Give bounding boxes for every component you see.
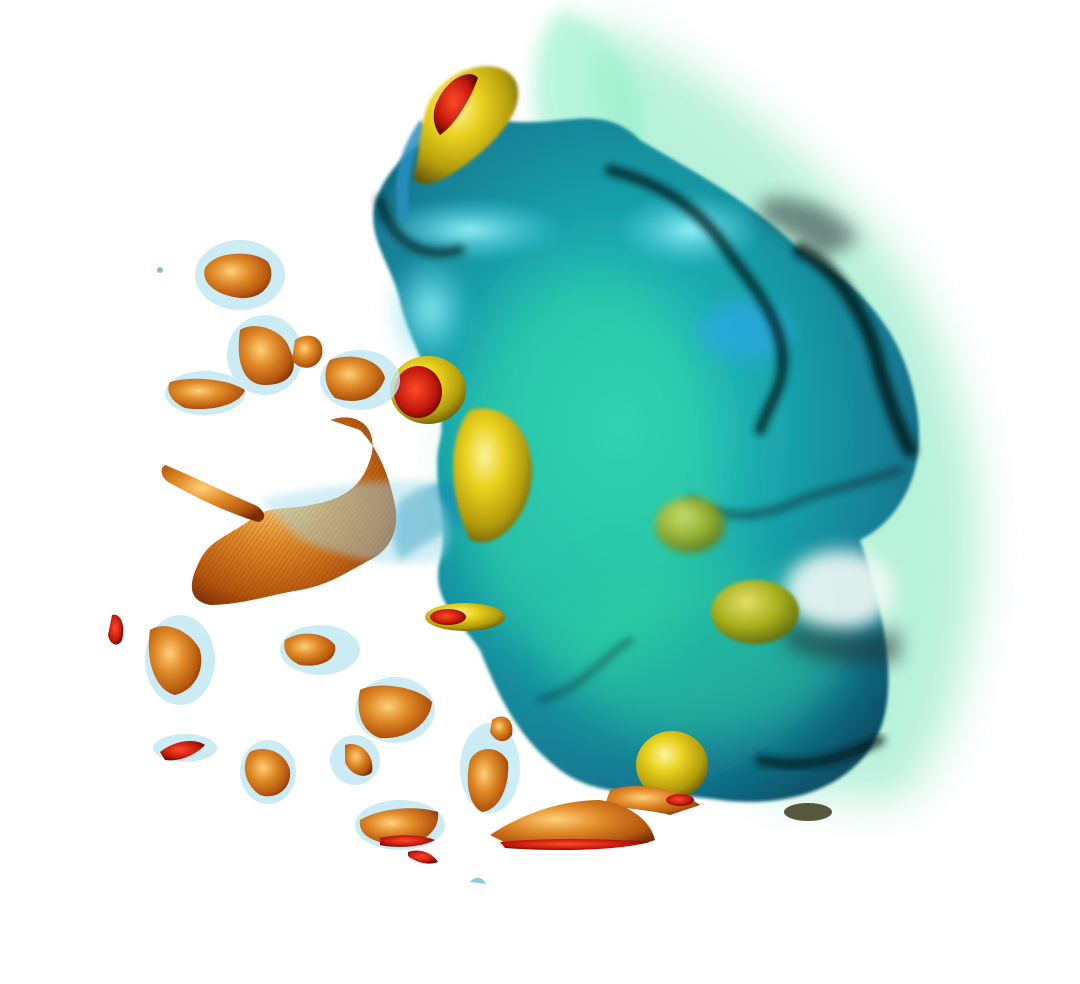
fragment-5 — [148, 626, 202, 695]
fragment-12b — [490, 716, 513, 742]
vortex-lens-red — [430, 609, 466, 625]
fragment-2b — [292, 335, 323, 368]
vortex-ball-bottom-tail — [605, 785, 700, 815]
olive-blob-1 — [655, 497, 725, 553]
fragment-14 — [490, 800, 655, 849]
fragment-10 — [160, 740, 205, 761]
vortex-ball-large — [453, 408, 532, 543]
fragment-12 — [467, 748, 509, 812]
vortex-ball-bottom-red — [666, 794, 694, 806]
vortex-ball-bottom — [636, 731, 708, 799]
fragment-spray-veil — [260, 480, 451, 564]
fragment-9 — [244, 749, 291, 797]
dark-ridge-3 — [375, 195, 465, 258]
dark-ridge-6 — [537, 637, 633, 703]
vortex-ball-mid-red — [394, 366, 442, 418]
vortex-cap-top — [414, 66, 519, 185]
vortex-caps — [390, 66, 832, 821]
fragment-dot — [157, 267, 163, 273]
vortex-cap-top-red — [433, 74, 478, 135]
blue-streak-left — [396, 120, 430, 220]
fragment-11 — [345, 744, 373, 776]
fragment-3 — [168, 378, 245, 410]
fragment-13 — [359, 808, 439, 845]
fragment-tiny-bottom — [470, 877, 486, 884]
fragment-4 — [325, 356, 385, 401]
dark-ridge-2 — [793, 243, 917, 457]
fragment-6 — [108, 614, 124, 645]
cyan-highlight-2 — [380, 200, 560, 260]
fragment-tentacle — [161, 465, 265, 522]
fragment-2 — [238, 326, 294, 385]
dark-band-right — [780, 620, 900, 665]
dark-ridge-5 — [755, 735, 885, 769]
cyan-highlight-3 — [390, 255, 470, 365]
dark-ridge-1 — [605, 165, 788, 435]
fragment-7 — [284, 633, 336, 666]
olive-blob-2 — [711, 580, 799, 644]
orange-fragments — [108, 240, 655, 884]
grey-shadow-band — [760, 197, 860, 260]
fragment-15 — [408, 850, 438, 864]
fragment-1 — [204, 253, 272, 299]
fragment-8 — [358, 685, 432, 739]
fragment-13-red — [380, 835, 435, 847]
far-right-lens — [784, 803, 832, 821]
pale-hole-right — [785, 550, 895, 630]
fragment-14-red — [500, 839, 650, 850]
